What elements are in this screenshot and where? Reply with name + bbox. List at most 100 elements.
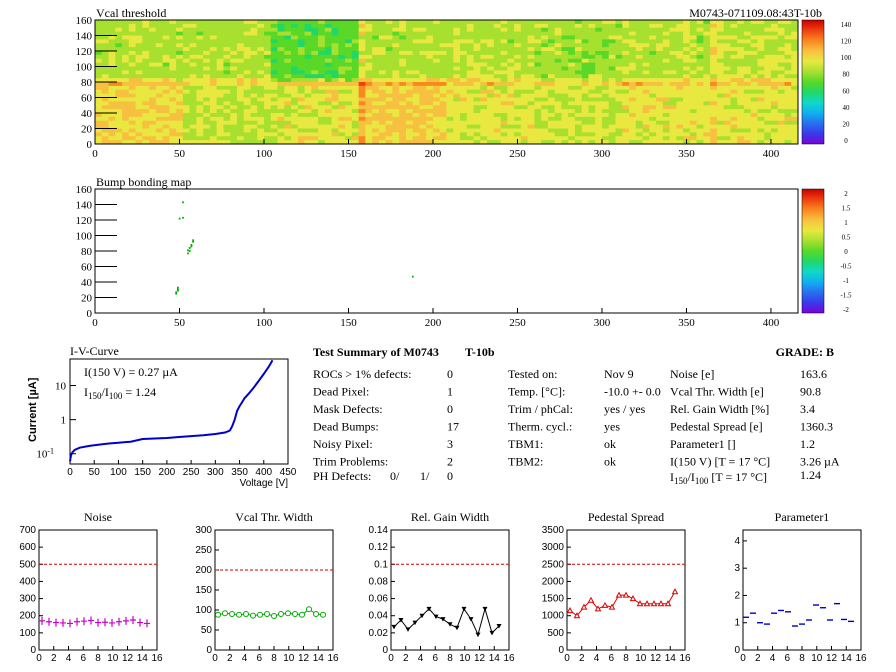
heatmap-cell — [115, 89, 123, 95]
scale-tick-label: 1 — [844, 219, 848, 227]
heatmap-cell — [149, 39, 157, 44]
heatmap-cell — [189, 136, 197, 141]
heatmap-cell — [581, 109, 589, 114]
heatmap-cell — [182, 140, 191, 145]
heatmap-cell — [547, 105, 556, 110]
heatmap-cell — [115, 62, 123, 67]
heatmap-cell — [243, 66, 251, 71]
heatmap-cell — [608, 20, 616, 25]
heatmap-cell — [351, 54, 360, 60]
heatmap-cell — [473, 58, 481, 64]
heatmap-cell — [432, 82, 441, 87]
heatmap-cell — [345, 27, 353, 33]
heatmap-cell — [642, 35, 650, 40]
heatmap-cell — [554, 85, 562, 91]
heatmap-cell — [703, 120, 711, 126]
heatmap-cell — [480, 39, 488, 44]
heatmap-cell — [365, 27, 373, 33]
heatmap-cell — [149, 27, 157, 33]
heatmap-cell — [365, 128, 373, 133]
heatmap-cell — [561, 78, 569, 83]
heatmap-cell — [128, 128, 136, 133]
heatmap-cell — [453, 89, 461, 95]
heatmap-cell — [284, 105, 292, 110]
heatmap-cell — [122, 116, 130, 122]
heatmap-cell — [311, 27, 319, 33]
heatmap-cell — [365, 89, 373, 95]
heatmap-cell — [716, 120, 725, 126]
heatmap-cell — [547, 39, 556, 44]
heatmap-cell — [622, 116, 630, 122]
heatmap-cell — [351, 20, 360, 25]
heatmap-cell — [149, 51, 157, 56]
heatmap-cell — [101, 140, 109, 145]
heatmap-cell — [270, 20, 278, 25]
heatmap-cell — [791, 116, 799, 122]
heatmap-cell — [311, 132, 319, 137]
y-tick-label: 60 — [81, 93, 93, 105]
heatmap-cell — [304, 140, 312, 145]
heatmap-cell — [730, 70, 738, 75]
heatmap-cell — [358, 113, 366, 118]
heatmap-cell — [581, 58, 589, 64]
heatmap-cell — [412, 89, 420, 95]
heatmap-cell — [135, 82, 143, 87]
heatmap-cell — [642, 20, 650, 25]
heatmap-cell — [534, 101, 542, 106]
heatmap-cell — [270, 124, 278, 129]
roc-series-line — [217, 608, 324, 617]
heatmap-cell — [588, 51, 596, 56]
heatmap-cell — [108, 82, 116, 87]
heatmap-cell — [777, 35, 785, 40]
heatmap-cell — [493, 124, 501, 129]
heatmap-cell — [615, 43, 623, 48]
heatmap-cell — [358, 35, 366, 40]
heatmap-cell — [243, 93, 251, 98]
heatmap-cell — [561, 132, 569, 137]
heatmap-cell — [378, 70, 387, 75]
heatmap-cell — [662, 58, 670, 64]
heatmap-cell — [230, 39, 238, 44]
heatmap-cell — [784, 62, 792, 67]
heatmap-cell — [128, 113, 136, 118]
heatmap-cell — [750, 62, 758, 67]
heatmap-cell — [331, 27, 339, 33]
heatmap-cell — [419, 113, 427, 118]
roc-data-point — [320, 611, 326, 618]
roc-x-tick-label: 8 — [799, 653, 805, 664]
heatmap-cell — [223, 78, 231, 83]
heatmap-cell — [385, 120, 393, 126]
heatmap-cell — [304, 124, 312, 129]
x-tick-label: 100 — [256, 317, 273, 329]
heatmap-cell — [615, 97, 623, 102]
x-tick-label: 50 — [174, 317, 186, 329]
heatmap-cell — [595, 39, 603, 44]
heatmap-cell — [149, 85, 157, 91]
heatmap-cell — [541, 140, 549, 145]
heatmap-cell — [162, 140, 170, 145]
heatmap-cell — [453, 78, 461, 83]
heatmap-cell — [703, 27, 711, 33]
heatmap-cell — [277, 113, 285, 118]
heatmap-cell — [115, 97, 123, 102]
heatmap-cell — [277, 78, 285, 83]
heatmap-cell — [257, 101, 265, 106]
heatmap-cell — [439, 97, 447, 102]
heatmap-cell — [358, 109, 366, 114]
heatmap-cell — [392, 89, 400, 95]
vcal-map-axes: 0 50 100 150 200 250 300 350 4000204060801001201… — [76, 15, 780, 160]
heatmap-cell — [568, 70, 576, 75]
heatmap-cell — [737, 124, 745, 129]
summary-row-label: Trim Problems: — [313, 455, 388, 469]
heatmap-cell — [135, 89, 143, 95]
heatmap-cell — [331, 120, 339, 126]
heatmap-cell — [669, 109, 677, 114]
heatmap-cell — [331, 82, 339, 87]
heatmap-cell — [514, 101, 522, 106]
heatmap-cell — [230, 43, 238, 48]
heatmap-cell — [541, 54, 549, 60]
roc-x-tick-label: 8 — [447, 653, 453, 664]
heatmap-cell — [345, 93, 353, 98]
heatmap-cell — [182, 116, 191, 122]
roc-x-tick-label: 10 — [635, 653, 647, 664]
